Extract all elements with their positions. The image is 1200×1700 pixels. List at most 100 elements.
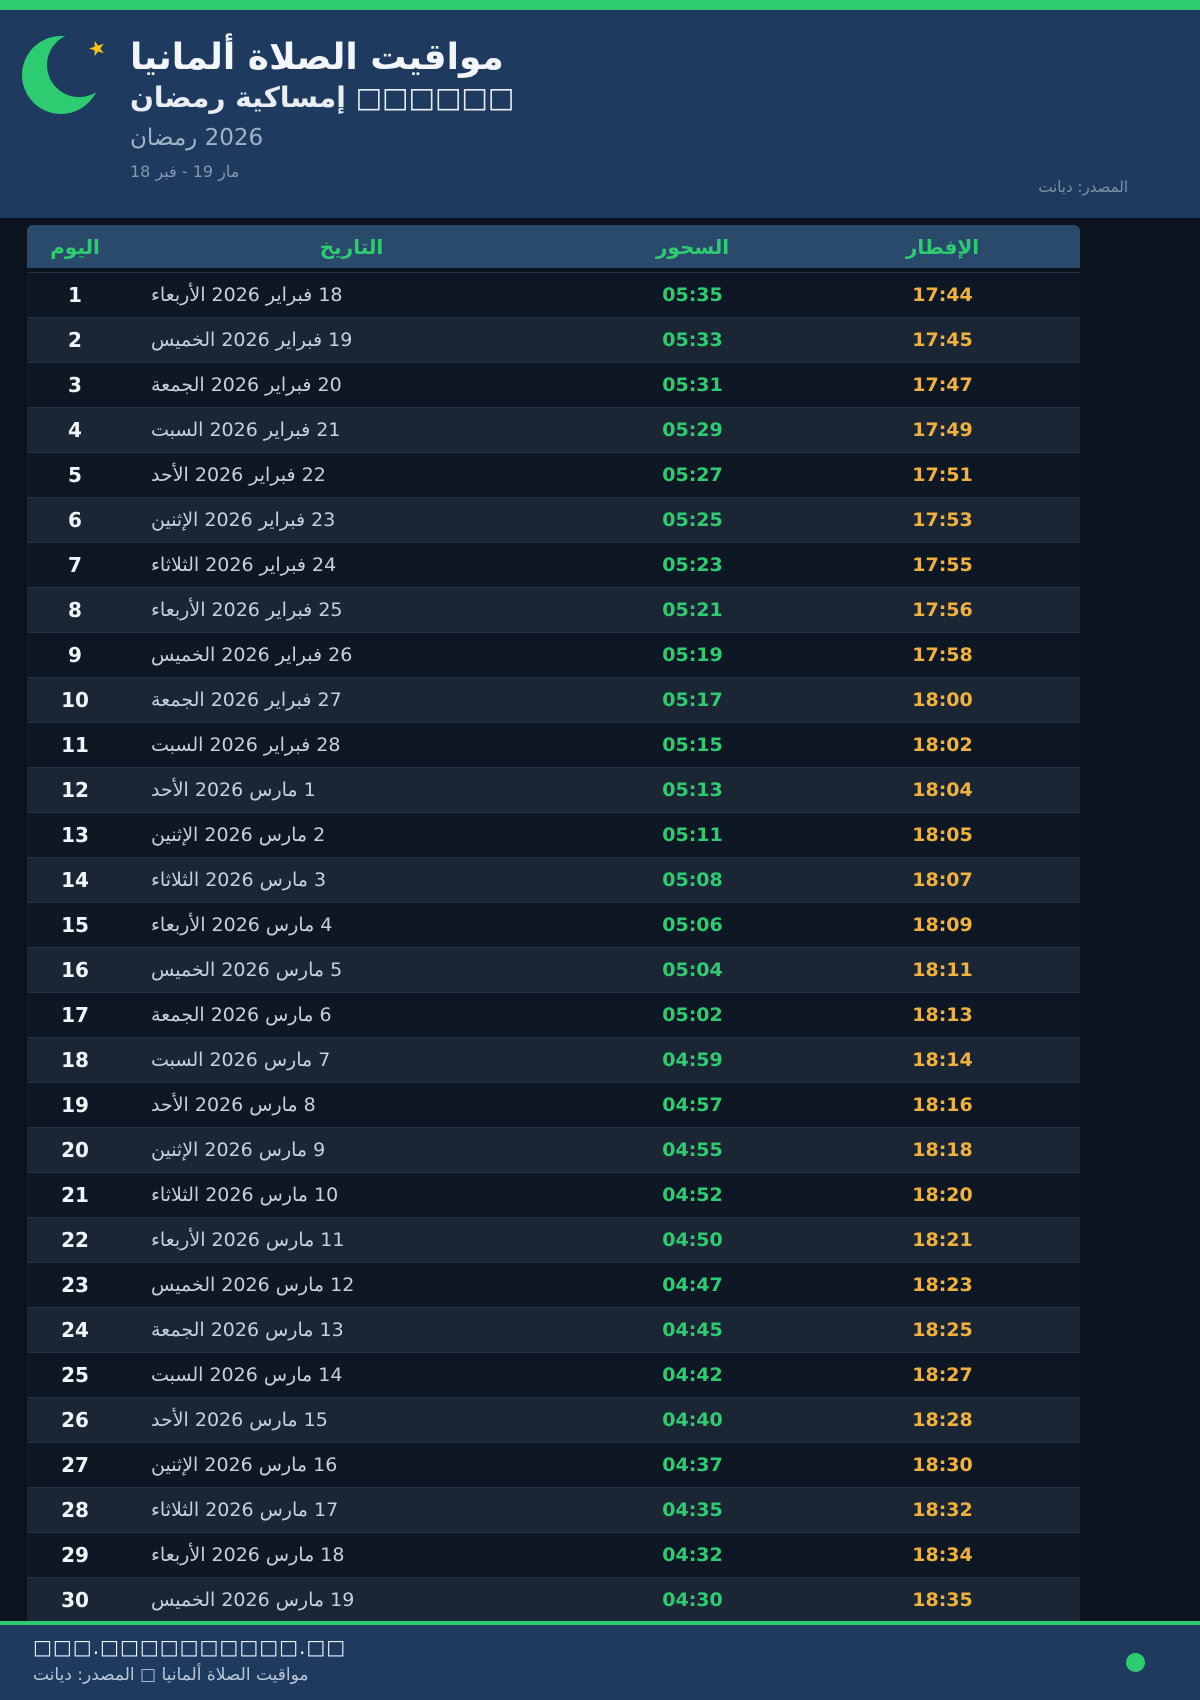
day-number-cell: 16 (61, 958, 89, 982)
iftar-time-cell: 18:27 (912, 1364, 973, 1386)
table-row: 15 4 مارس 2026 الأربعاء 05:06 18:09 (27, 902, 1080, 947)
iftar-time-cell: 18:23 (912, 1274, 973, 1296)
iftar-time-cell: 18:35 (912, 1589, 973, 1611)
day-number-cell: 1 (68, 283, 82, 307)
iftar-time-cell: 18:16 (912, 1094, 973, 1116)
source-label: المصدر: ديانت (1038, 178, 1128, 196)
table-row: 9 26 فبراير 2026 الخميس 05:19 17:58 (27, 632, 1080, 677)
iftar-time-cell: 18:05 (912, 824, 973, 846)
suhoor-time-cell: 05:04 (662, 959, 723, 981)
date-cell: 7 مارس 2026 السبت (151, 1049, 331, 1071)
suhoor-time-cell: 05:08 (662, 869, 723, 891)
page-header: ★ مواقيت الصلاة ألمانيا إمساكية رمضان □□… (0, 10, 1200, 218)
iftar-time-cell: 17:49 (912, 419, 973, 441)
ramadan-year: رمضان‎ 2026 (130, 125, 264, 151)
suhoor-time-cell: 05:13 (662, 779, 723, 801)
table-row: 21 10 مارس 2026 الثلاثاء 04:52 18:20 (27, 1172, 1080, 1217)
prayer-times-table: اليوم التاريخ السحور الإفطار 1 18 فبراير… (27, 225, 1080, 1622)
suhoor-time-cell: 04:40 (662, 1409, 723, 1431)
day-number-cell: 8 (68, 598, 82, 622)
date-cell: 18 مارس 2026 الأربعاء (151, 1544, 345, 1566)
iftar-time-cell: 18:30 (912, 1454, 973, 1476)
date-cell: 19 مارس 2026 الخميس (151, 1589, 355, 1611)
date-cell: 21 فبراير 2026 السبت (151, 419, 341, 441)
date-cell: 24 فبراير 2026 الثلاثاء (151, 554, 337, 576)
table-row: 12 1 مارس 2026 الأحد 05:13 18:04 (27, 767, 1080, 812)
suhoor-time-cell: 04:59 (662, 1049, 723, 1071)
day-number-cell: 5 (68, 463, 82, 487)
suhoor-time-cell: 05:11 (662, 824, 723, 846)
day-number-cell: 19 (61, 1093, 89, 1117)
table-row: 20 9 مارس 2026 الإثنين 04:55 18:18 (27, 1127, 1080, 1172)
day-number-cell: 14 (61, 868, 89, 892)
iftar-time-cell: 17:53 (912, 509, 973, 531)
iftar-time-cell: 17:51 (912, 464, 973, 486)
table-row: 29 18 مارس 2026 الأربعاء 04:32 18:34 (27, 1532, 1080, 1577)
day-number-cell: 26 (61, 1408, 89, 1432)
suhoor-time-cell: 04:37 (662, 1454, 723, 1476)
column-header-day: اليوم (50, 234, 100, 259)
table-row: 1 18 فبراير 2026 الأربعاء 05:35 17:44 (27, 272, 1080, 317)
suhoor-time-cell: 05:31 (662, 374, 723, 396)
suhoor-time-cell: 04:47 (662, 1274, 723, 1296)
day-number-cell: 9 (68, 643, 82, 667)
suhoor-time-cell: 05:23 (662, 554, 723, 576)
day-number-cell: 29 (61, 1543, 89, 1567)
date-cell: 6 مارس 2026 الجمعة (151, 1004, 332, 1026)
iftar-time-cell: 17:47 (912, 374, 973, 396)
table-row: 25 14 مارس 2026 السبت 04:42 18:27 (27, 1352, 1080, 1397)
suhoor-time-cell: 05:06 (662, 914, 723, 936)
table-row: 22 11 مارس 2026 الأربعاء 04:50 18:21 (27, 1217, 1080, 1262)
date-cell: 28 فبراير 2026 السبت (151, 734, 341, 756)
date-cell: 17 مارس 2026 الثلاثاء (151, 1499, 339, 1521)
date-cell: 25 فبراير 2026 الأربعاء (151, 599, 343, 621)
iftar-time-cell: 18:13 (912, 1004, 973, 1026)
table-row: 4 21 فبراير 2026 السبت 05:29 17:49 (27, 407, 1080, 452)
date-cell: 18 فبراير 2026 الأربعاء (151, 284, 343, 306)
iftar-time-cell: 18:25 (912, 1319, 973, 1341)
day-number-cell: 2 (68, 328, 82, 352)
iftar-time-cell: 18:14 (912, 1049, 973, 1071)
iftar-time-cell: 18:07 (912, 869, 973, 891)
date-cell: 8 مارس 2026 الأحد (151, 1094, 316, 1116)
website-url: □□□.□□□□□□□□□□.□□ (33, 1635, 347, 1659)
suhoor-time-cell: 05:19 (662, 644, 723, 666)
day-number-cell: 3 (68, 373, 82, 397)
iftar-time-cell: 17:58 (912, 644, 973, 666)
suhoor-time-cell: 04:32 (662, 1544, 723, 1566)
footer-credit: مواقيت الصلاة ألمانيا □ المصدر: ديانت (33, 1665, 309, 1685)
date-cell: 23 فبراير 2026 الإثنين (151, 509, 336, 531)
day-number-cell: 11 (61, 733, 89, 757)
day-number-cell: 13 (61, 823, 89, 847)
suhoor-time-cell: 05:35 (662, 284, 723, 306)
suhoor-time-cell: 05:29 (662, 419, 723, 441)
date-range: 18 فبر‎ - 19 مار (130, 162, 240, 181)
page-title: مواقيت الصلاة ألمانيا (130, 37, 504, 78)
day-number-cell: 27 (61, 1453, 89, 1477)
day-number-cell: 30 (61, 1588, 89, 1612)
date-cell: 26 فبراير 2026 الخميس (151, 644, 353, 666)
iftar-time-cell: 18:02 (912, 734, 973, 756)
day-number-cell: 23 (61, 1273, 89, 1297)
table-row: 19 8 مارس 2026 الأحد 04:57 18:16 (27, 1082, 1080, 1127)
table-row: 16 5 مارس 2026 الخميس 05:04 18:11 (27, 947, 1080, 992)
table-row: 18 7 مارس 2026 السبت 04:59 18:14 (27, 1037, 1080, 1082)
date-cell: 10 مارس 2026 الثلاثاء (151, 1184, 339, 1206)
suhoor-time-cell: 04:35 (662, 1499, 723, 1521)
suhoor-time-cell: 05:17 (662, 689, 723, 711)
suhoor-time-cell: 04:52 (662, 1184, 723, 1206)
suhoor-time-cell: 04:30 (662, 1589, 723, 1611)
iftar-time-cell: 18:18 (912, 1139, 973, 1161)
suhoor-time-cell: 05:15 (662, 734, 723, 756)
date-cell: 19 فبراير 2026 الخميس (151, 329, 353, 351)
day-number-cell: 17 (61, 1003, 89, 1027)
day-number-cell: 10 (61, 688, 89, 712)
table-row: 8 25 فبراير 2026 الأربعاء 05:21 17:56 (27, 587, 1080, 632)
page-subtitle: إمساكية رمضان □□□□□□ (130, 81, 515, 114)
iftar-time-cell: 18:20 (912, 1184, 973, 1206)
date-cell: 5 مارس 2026 الخميس (151, 959, 343, 981)
table-row: 14 3 مارس 2026 الثلاثاء 05:08 18:07 (27, 857, 1080, 902)
date-cell: 20 فبراير 2026 الجمعة (151, 374, 342, 396)
day-number-cell: 12 (61, 778, 89, 802)
day-number-cell: 22 (61, 1228, 89, 1252)
